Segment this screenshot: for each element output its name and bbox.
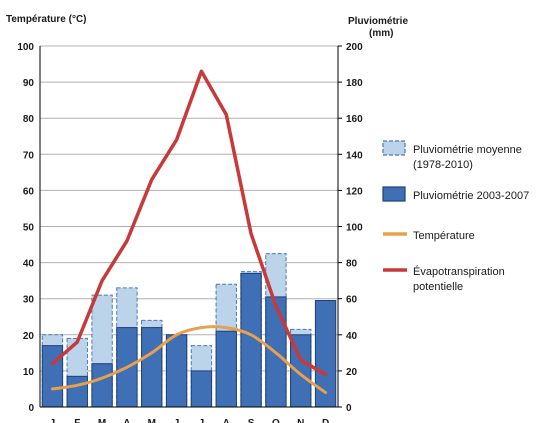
left-tick-label: 90: [23, 78, 35, 89]
right-tick-label: 20: [346, 367, 358, 378]
right-axis-unit: (mm): [369, 28, 393, 39]
left-tick-label: 60: [23, 186, 35, 197]
left-tick-label: 30: [23, 295, 35, 306]
month-label: N: [297, 418, 304, 423]
line-temperature: [50, 325, 328, 395]
legend-swatch-rainfall-2003-2007: [382, 186, 406, 202]
legend-swatch-mean-rainfall: [382, 140, 406, 156]
month-label: D: [322, 418, 329, 423]
legend-label: Température: [413, 230, 475, 242]
month-label: J: [50, 418, 56, 423]
month-label: M: [148, 418, 156, 423]
right-tick-label: 40: [346, 331, 358, 342]
bar-rainfall-2003-2007: [91, 363, 113, 408]
bar-rainfall-2003-2007: [141, 327, 163, 408]
left-tick-label: 50: [23, 223, 35, 234]
month-label: S: [248, 418, 255, 423]
right-tick-label: 60: [346, 295, 358, 306]
month-label: O: [272, 418, 280, 423]
month-label: A: [123, 418, 130, 423]
right-tick-label: 140: [346, 150, 363, 161]
bar-rainfall-2003-2007: [165, 334, 188, 408]
legend-label-line2: (1978-2010): [413, 159, 473, 171]
legend: Pluviométrie moyenne (1978-2010) Pluviomét…: [382, 140, 529, 293]
right-axis-title: Pluviométrie: [348, 16, 408, 27]
right-tick-label: 120: [346, 186, 363, 197]
legend-label-line2: potentielle: [413, 281, 463, 293]
left-tick-label: 20: [23, 331, 35, 342]
right-tick-label: 100: [346, 223, 363, 234]
right-tick-label: 180: [346, 78, 363, 89]
month-label: J: [199, 418, 205, 423]
bar-rainfall-2003-2007: [215, 330, 237, 408]
line-evapotranspiration: [50, 69, 328, 377]
month-label: J: [174, 418, 180, 423]
axes: 0 10 20 30 40 50 60 70 80 90 100 0 20 40 60 80 100 120 140…: [17, 42, 363, 423]
left-tick-label: 70: [23, 150, 35, 161]
legend-label: Évapotranspiration: [413, 265, 505, 278]
left-tick-label: 40: [23, 259, 35, 270]
lines: [50, 69, 328, 395]
bar-rainfall-2003-2007: [41, 345, 64, 408]
gridlines: [40, 45, 338, 408]
right-tick-label: 0: [346, 403, 352, 414]
bar-rainfall-2003-2007: [66, 375, 88, 408]
right-tick-label: 80: [346, 259, 358, 270]
left-tick-label: 80: [23, 114, 35, 125]
legend-label: Pluviométrie moyenne: [413, 144, 522, 156]
month-label: F: [74, 418, 80, 423]
left-tick-label: 10: [23, 367, 35, 378]
bar-rainfall-2003-2007: [190, 370, 213, 408]
left-axis-title: Température (°C): [6, 14, 87, 25]
legend-label: Pluviométrie 2003-2007: [413, 190, 529, 202]
month-label: M: [98, 418, 106, 423]
right-tick-label: 200: [346, 42, 363, 53]
left-tick-label: 100: [17, 42, 34, 53]
month-label: A: [223, 418, 230, 423]
left-tick-label: 0: [28, 403, 34, 414]
right-tick-label: 160: [346, 114, 363, 125]
